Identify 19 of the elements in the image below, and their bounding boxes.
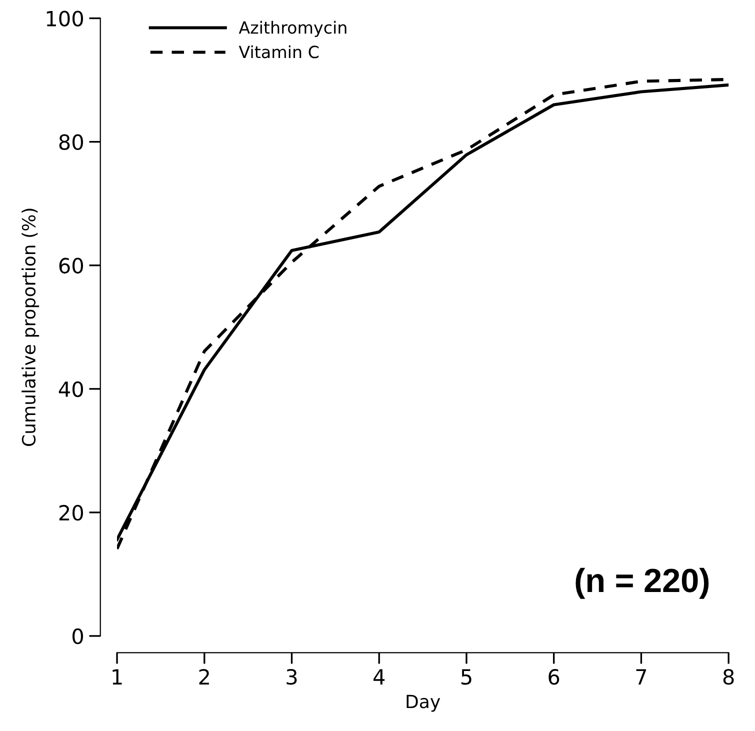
y-tick-label: 60 (59, 258, 83, 274)
legend-label: Azithromycin (238, 20, 346, 38)
y-tick-label: 40 (58, 381, 83, 398)
x-tick-label: 6 (548, 668, 560, 685)
legend-label: Vitamin C (238, 45, 319, 58)
x-tick-label: 5 (461, 669, 472, 685)
x-tick-label: 4 (374, 669, 385, 684)
y-tick-label: 100 (46, 10, 83, 26)
x-tick-label: 8 (723, 668, 734, 685)
y-tick-label: 0 (72, 628, 84, 644)
y-tick-label: 20 (59, 504, 83, 521)
y-axis-title: Cumulative proportion (%) (22, 208, 40, 446)
x-tick-label: 7 (636, 669, 646, 684)
x-tick-label: 1 (112, 669, 122, 684)
x-tick-label: 3 (286, 668, 297, 685)
x-tick-label: 2 (199, 668, 209, 684)
annotation: (n = 220) (576, 568, 709, 599)
y-tick-label: 80 (59, 134, 83, 150)
x-axis-title: Day (406, 694, 440, 712)
